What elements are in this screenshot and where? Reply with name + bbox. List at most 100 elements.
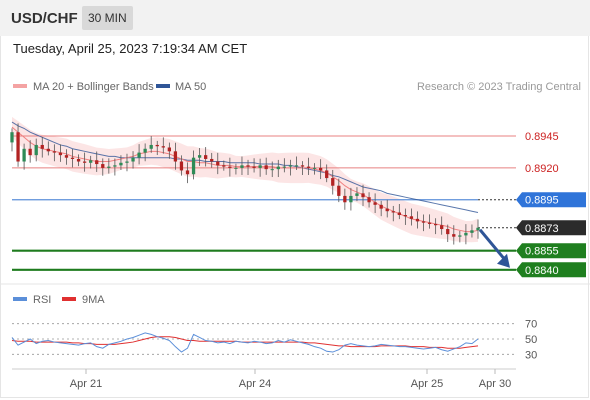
candle-body [409, 216, 414, 219]
candle-body [415, 218, 420, 222]
candle-body [300, 165, 305, 167]
candle-body [331, 178, 335, 186]
legend-ma20-label: MA 20 + Bollinger Bands [33, 81, 154, 93]
candle-body [355, 193, 359, 196]
candle-body [22, 148, 26, 162]
candle-body [440, 225, 444, 230]
level-value-0.8895: 0.8895 [525, 195, 559, 207]
candle-body [452, 234, 456, 237]
header-bar: USD/CHF 30 MIN [0, 0, 590, 36]
candle-body [421, 221, 426, 223]
candle-body [82, 161, 87, 163]
candle-body [64, 155, 69, 158]
candle-body [95, 160, 99, 165]
chart-datetime: Tuesday, April 25, 2023 7:19:34 AM CET [13, 41, 248, 56]
candle-body [143, 148, 147, 153]
legend-ma50-label: MA 50 [175, 81, 206, 93]
candle-body [197, 155, 202, 158]
candle-body [385, 208, 389, 212]
candle-body [161, 146, 165, 148]
forecast-arrow-shaft [478, 228, 507, 261]
legend-9ma-label: 9MA [82, 294, 105, 306]
candle-body [240, 165, 244, 168]
level-value-0.8920: 0.8920 [525, 163, 559, 175]
timeframe-button[interactable]: 30 MIN [82, 6, 133, 30]
candle-body [264, 165, 268, 170]
candle-body [131, 157, 135, 162]
candle-body [101, 164, 105, 168]
x-tick-label: Apr 30 [479, 378, 511, 390]
candle-body [216, 161, 220, 166]
x-tick-label: Apr 21 [70, 378, 102, 390]
candle-body [58, 152, 63, 156]
candle-body [397, 212, 401, 216]
level-value-0.8855: 0.8855 [525, 246, 559, 258]
candle-body [28, 148, 32, 156]
candle-body [149, 144, 153, 149]
candle-body [234, 167, 238, 169]
candle-body [185, 170, 190, 175]
rsi-tick-50: 50 [525, 334, 537, 346]
bollinger-band [12, 116, 478, 243]
candle-body [113, 165, 117, 167]
candle-body [119, 162, 123, 166]
candle-body [458, 235, 462, 237]
level-tag-0.8855 [516, 243, 586, 259]
candle-body [16, 132, 20, 162]
ma50-line [11, 121, 479, 213]
level-tag-0.8895 [516, 192, 586, 208]
legend-rsi-label: RSI [33, 294, 51, 306]
candle-body [306, 166, 311, 168]
candle-body [427, 222, 432, 224]
symbol-label: USD/CHF [11, 10, 78, 27]
candle-body [89, 160, 93, 163]
candle-body [294, 165, 299, 167]
candle-body [76, 158, 81, 162]
candle-body [34, 144, 38, 156]
x-axis: Apr 21 Apr 24 Apr 25 Apr 30 [12, 368, 516, 390]
candle-body [252, 166, 256, 168]
candle-body [361, 193, 365, 198]
candle-body [312, 167, 317, 169]
legend-9ma-swatch [62, 297, 76, 301]
candle-body [270, 169, 274, 171]
legend-ma20-swatch [13, 84, 27, 88]
candle-body [373, 202, 377, 205]
candle-body [167, 147, 171, 152]
candle-body [319, 167, 323, 171]
candle-body [70, 157, 75, 159]
candle-body [52, 151, 57, 153]
candle-body [343, 195, 347, 203]
rsi-tick-30: 30 [525, 349, 537, 361]
candle-body [246, 165, 250, 167]
rsi-line [11, 332, 479, 353]
forecast-arrowhead [497, 253, 510, 268]
candle-body [173, 151, 178, 162]
candle-body [107, 166, 111, 168]
legend-rsi-swatch [13, 297, 27, 301]
candle-body [464, 232, 468, 236]
x-tick-label: Apr 25 [411, 378, 443, 390]
candle-body [325, 170, 329, 179]
candle-body [179, 161, 184, 171]
legend-ma50-swatch [156, 84, 170, 88]
candle-body [349, 195, 353, 203]
candle-body [282, 166, 286, 168]
x-tick-label: Apr 24 [239, 378, 271, 390]
candle-body [191, 157, 196, 175]
candle-body [204, 155, 208, 159]
candle-body [379, 204, 383, 209]
candle-body [288, 165, 293, 167]
candle-body [155, 144, 159, 147]
candle-body [125, 161, 129, 163]
candle-body [337, 185, 341, 196]
price-layer: 0.8945 0.8920 0.8895 0.8873 0.8855 0.8840 [10, 116, 586, 278]
rsi-layer: 70 50 30 [11, 319, 537, 361]
candle-body [137, 152, 141, 158]
candle-body [10, 132, 14, 143]
candle-body [433, 223, 438, 226]
level-value-0.8840: 0.8840 [525, 265, 559, 277]
level-value-0.8873: 0.8873 [525, 223, 559, 235]
candle-body [46, 148, 50, 152]
